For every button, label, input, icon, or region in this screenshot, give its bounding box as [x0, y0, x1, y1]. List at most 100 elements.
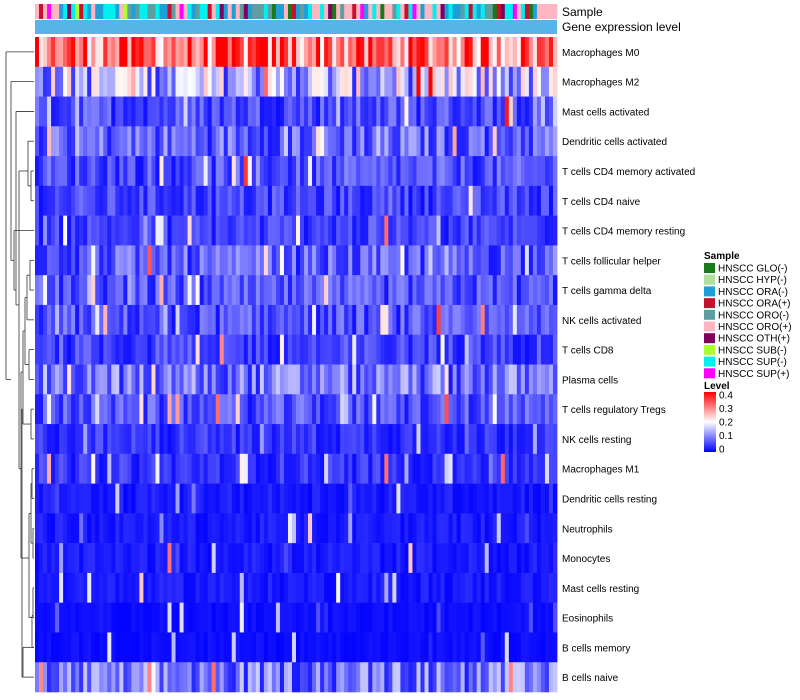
heatmap-cell: [75, 245, 80, 276]
heatmap-cell: [107, 453, 112, 484]
heatmap-cell: [255, 364, 261, 395]
heatmap-cell: [239, 334, 245, 365]
heatmap-cell: [336, 364, 341, 395]
heatmap-cell: [348, 424, 353, 455]
heatmap-cell: [304, 66, 309, 97]
heatmap-cell: [376, 394, 381, 425]
heatmap-cell: [532, 215, 538, 246]
row-label: T cells CD4 memory activated: [562, 167, 695, 178]
heatmap-cell: [320, 662, 325, 693]
heatmap-cell: [344, 156, 349, 187]
heatmap-cell: [79, 394, 84, 425]
heatmap-cell: [267, 394, 273, 425]
heatmap-cell: [67, 394, 72, 425]
heatmap-cell: [127, 394, 132, 425]
sample-annotation-cell: [508, 4, 514, 19]
heatmap-cell: [107, 215, 112, 246]
heatmap-cell: [540, 453, 546, 484]
heatmap-cell: [444, 37, 449, 68]
heatmap-cell: [316, 424, 321, 455]
heatmap-cell: [512, 483, 518, 514]
heatmap-cell: [171, 126, 176, 157]
heatmap-cell: [131, 662, 136, 693]
heatmap-cell: [492, 66, 498, 97]
heatmap-cell: [131, 126, 136, 157]
sample-annotation-cell: [179, 4, 184, 19]
heatmap-cell: [39, 156, 44, 187]
heatmap-cell: [368, 126, 373, 157]
heatmap-cell: [159, 37, 164, 68]
heatmap-cell: [504, 483, 510, 514]
heatmap-cell: [87, 543, 92, 574]
sample-annotation-cell: [388, 4, 393, 19]
heatmap-cell: [336, 245, 341, 276]
heatmap-cell: [456, 394, 462, 425]
heatmap-cell: [287, 185, 293, 216]
heatmap-cell: [344, 334, 349, 365]
heatmap-cell: [143, 513, 148, 544]
heatmap-cell: [263, 483, 269, 514]
heatmap-cell: [115, 37, 120, 68]
heatmap-cell: [508, 394, 514, 425]
heatmap-cell: [275, 662, 281, 693]
heatmap-cell: [392, 215, 397, 246]
heatmap-cell: [356, 185, 361, 216]
sample-annotation-cell: [175, 4, 180, 19]
heatmap-cell: [548, 304, 554, 336]
heatmap-cell: [147, 334, 152, 365]
heatmap-cell: [420, 334, 425, 365]
heatmap-cell: [328, 453, 333, 484]
heatmap-cell: [103, 245, 108, 276]
heatmap-cell: [388, 156, 393, 187]
heatmap-cell: [155, 96, 160, 127]
heatmap-cell: [504, 334, 510, 365]
heatmap-cell: [151, 602, 156, 633]
heatmap-cell: [364, 424, 369, 455]
heatmap-cell: [456, 662, 462, 693]
heatmap-cell: [388, 96, 393, 127]
heatmap-cell: [520, 543, 526, 574]
heatmap-cell: [404, 483, 409, 514]
heatmap-cell: [336, 394, 341, 425]
heatmap-cell: [87, 453, 92, 484]
heatmap-cell: [99, 245, 104, 276]
heatmap-cell: [508, 96, 514, 127]
heatmap-cell: [179, 543, 184, 574]
heatmap-cell: [35, 394, 40, 425]
heatmap-cell: [67, 156, 72, 187]
heatmap-cell: [175, 96, 180, 127]
heatmap-cell: [263, 513, 269, 544]
heatmap-cell: [356, 424, 361, 455]
heatmap-cell: [71, 37, 76, 68]
heatmap-cell: [364, 364, 369, 395]
heatmap-cell: [332, 96, 337, 127]
heatmap-cell: [191, 66, 197, 97]
heatmap-cell: [520, 572, 526, 603]
heatmap-cell: [175, 662, 180, 693]
heatmap-cell: [227, 96, 233, 127]
heatmap-cell: [239, 483, 245, 514]
heatmap-cell: [55, 602, 60, 633]
heatmap-cell: [275, 453, 281, 484]
row-label: B cells naive: [562, 673, 619, 684]
heatmap-cell: [300, 424, 305, 455]
heatmap-cell: [267, 483, 273, 514]
heatmap-cell: [340, 543, 345, 574]
heatmap-cell: [420, 66, 425, 97]
heatmap-cell: [408, 394, 413, 425]
heatmap-cell: [235, 156, 241, 187]
sample-annotation-cell: [75, 4, 80, 19]
heatmap-cell: [512, 126, 518, 157]
heatmap-cell: [380, 215, 385, 246]
heatmap-cell: [63, 424, 68, 455]
heatmap-cell: [203, 156, 209, 187]
heatmap-cell: [332, 572, 337, 603]
heatmap-cell: [312, 156, 317, 187]
heatmap-cell: [175, 424, 180, 455]
heatmap-cell: [308, 245, 313, 276]
heatmap-cell: [227, 126, 233, 157]
heatmap-cell: [51, 156, 56, 187]
heatmap-cell: [296, 334, 301, 365]
heatmap-cell: [404, 156, 409, 187]
heatmap-cell: [372, 37, 377, 68]
